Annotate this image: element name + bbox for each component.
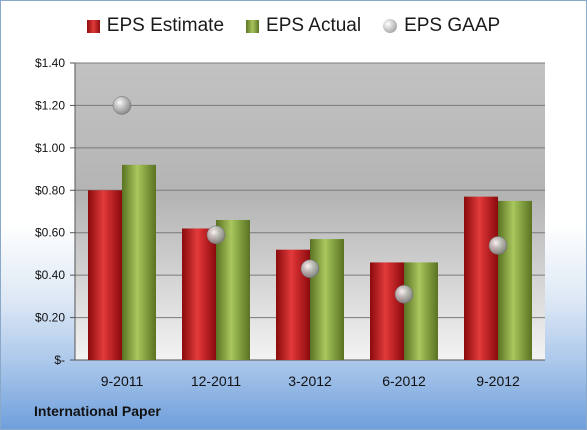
legend-item-estimate: EPS Estimate <box>86 15 225 37</box>
bar-eps-actual-12-2011 <box>216 219 250 360</box>
x-tick-label: 3-2012 <box>288 373 332 389</box>
legend-item-actual: EPS Actual <box>246 15 361 37</box>
x-tick-label: 9-2011 <box>101 373 144 389</box>
y-tick-label: $0.40 <box>35 268 65 282</box>
legend-swatch-actual <box>246 19 260 33</box>
bar-eps-estimate-6-2012 <box>370 262 404 360</box>
y-tick-label: $0.20 <box>35 311 65 325</box>
bar-eps-actual-9-2012 <box>498 200 532 360</box>
legend-label-actual: EPS Actual <box>266 15 362 36</box>
legend-label-estimate: EPS Estimate <box>106 15 225 36</box>
marker-eps-gaap-9-2012 <box>488 236 508 255</box>
legend-swatch-gaap <box>383 19 398 33</box>
marker-eps-gaap-9-2011 <box>112 96 132 115</box>
marker-eps-gaap-12-2011 <box>206 225 226 245</box>
y-tick-label: $0.80 <box>35 183 65 197</box>
bar-eps-estimate-9-2012 <box>464 196 498 360</box>
x-tick-label: 6-2012 <box>382 373 426 389</box>
bar-eps-estimate-9-2011 <box>88 190 122 360</box>
y-tick-label: $1.20 <box>35 98 65 112</box>
bar-eps-actual-6-2012 <box>404 262 438 360</box>
y-tick-label: $0.60 <box>35 226 65 240</box>
y-tick-label: $1.00 <box>35 141 65 155</box>
marker-eps-gaap-6-2012 <box>394 284 414 304</box>
legend-label-gaap: EPS GAAP <box>404 15 501 36</box>
company-name: International Paper <box>34 403 161 419</box>
x-tick-label: 9-2012 <box>476 373 520 389</box>
y-tick-label: $1.40 <box>35 56 65 70</box>
y-tick-label: $- <box>54 353 65 367</box>
marker-eps-gaap-3-2012 <box>300 259 320 279</box>
bar-eps-estimate-12-2011 <box>182 228 216 360</box>
bar-eps-actual-9-2011 <box>122 164 156 360</box>
x-tick-label: 12-2011 <box>191 373 242 389</box>
bar-eps-actual-3-2012 <box>310 239 344 360</box>
legend-item-gaap: EPS GAAP <box>383 15 500 37</box>
legend: EPS Estimate EPS Actual EPS GAAP <box>1 15 586 37</box>
legend-swatch-estimate <box>86 19 100 33</box>
